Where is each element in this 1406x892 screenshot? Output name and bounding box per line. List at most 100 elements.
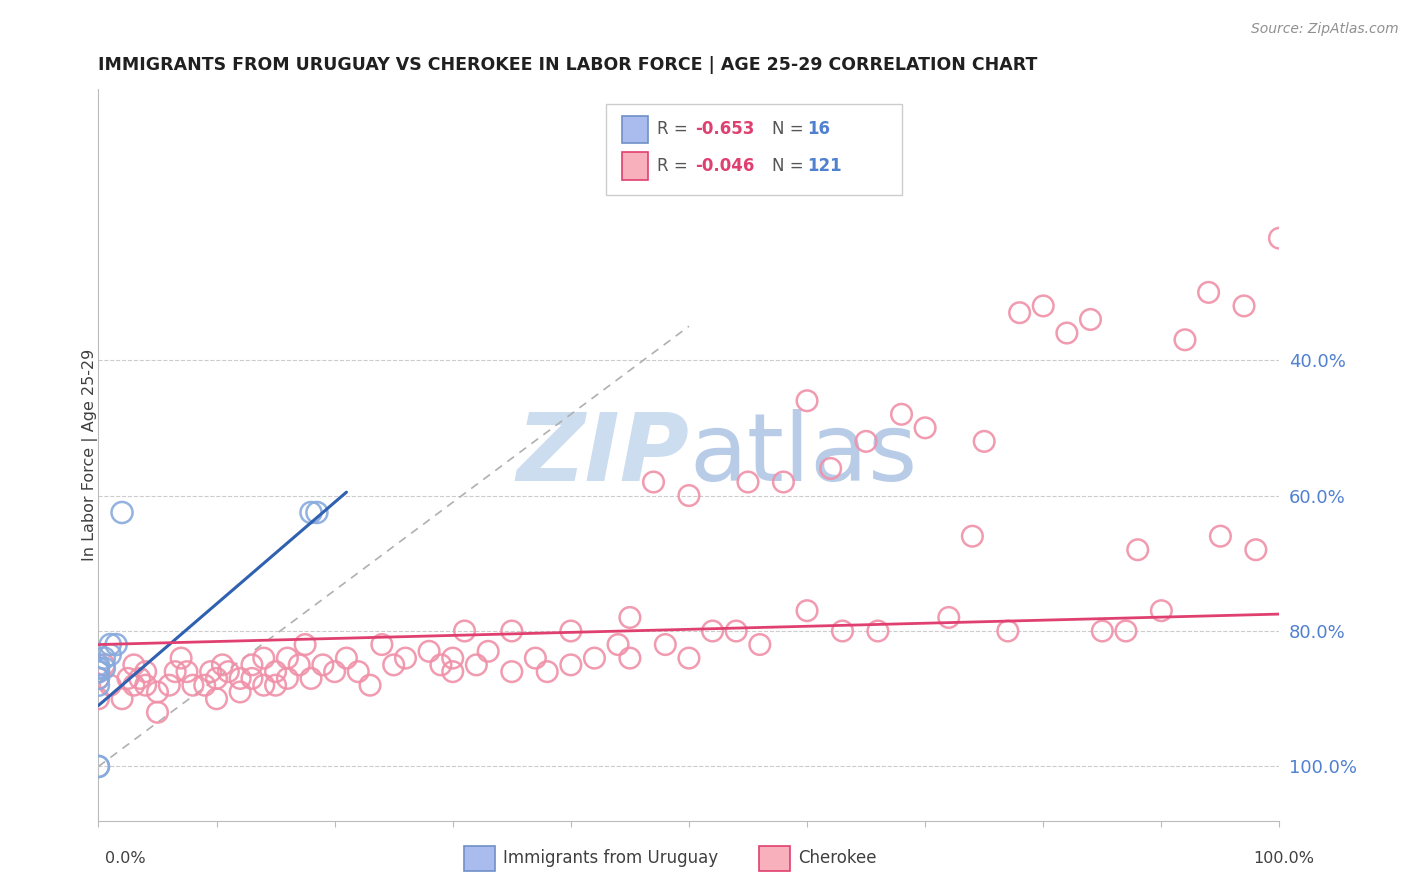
Point xyxy=(418,644,440,658)
Point xyxy=(87,759,110,773)
Point xyxy=(93,657,115,672)
Text: N =: N = xyxy=(772,120,808,138)
Point xyxy=(890,407,912,421)
Point xyxy=(1150,604,1173,618)
Point xyxy=(122,678,145,692)
Point xyxy=(1126,542,1149,557)
Point xyxy=(1209,529,1232,543)
Point xyxy=(536,665,558,679)
Point xyxy=(87,665,110,679)
Point xyxy=(1091,624,1114,638)
Point xyxy=(820,461,842,475)
Text: -0.046: -0.046 xyxy=(695,157,754,175)
Point xyxy=(122,657,145,672)
Point xyxy=(678,651,700,665)
Point xyxy=(205,672,228,686)
Point xyxy=(914,421,936,435)
Point xyxy=(276,672,298,686)
Point xyxy=(205,691,228,706)
Y-axis label: In Labor Force | Age 25-29: In Labor Force | Age 25-29 xyxy=(82,349,98,561)
Point xyxy=(1056,326,1078,340)
Bar xyxy=(621,153,648,180)
Point xyxy=(312,657,335,672)
Point xyxy=(128,672,150,686)
Point xyxy=(240,657,263,672)
Point xyxy=(87,665,110,679)
Point xyxy=(1268,231,1291,245)
Point xyxy=(654,638,676,652)
Point xyxy=(725,624,748,638)
Point xyxy=(87,678,110,692)
Point xyxy=(796,393,818,408)
Point xyxy=(181,678,204,692)
Point xyxy=(1233,299,1256,313)
Text: -0.653: -0.653 xyxy=(695,120,754,138)
Point xyxy=(1244,542,1267,557)
Point xyxy=(93,651,115,665)
Point xyxy=(176,665,198,679)
Point xyxy=(217,665,239,679)
Point xyxy=(299,506,322,520)
Point xyxy=(359,678,381,692)
Point xyxy=(560,657,582,672)
Point xyxy=(200,665,222,679)
Point xyxy=(1032,299,1054,313)
Point xyxy=(211,657,233,672)
Point xyxy=(335,651,357,665)
Text: 0.0%: 0.0% xyxy=(105,851,146,865)
Point xyxy=(87,672,110,686)
Point xyxy=(323,665,346,679)
Point xyxy=(938,610,960,624)
Point xyxy=(382,657,405,672)
Text: atlas: atlas xyxy=(689,409,917,501)
Point xyxy=(831,624,853,638)
Point xyxy=(170,651,193,665)
Point xyxy=(288,657,311,672)
Point xyxy=(157,678,180,692)
Point xyxy=(607,638,630,652)
Point xyxy=(501,665,523,679)
Point xyxy=(98,678,121,692)
Text: ZIP: ZIP xyxy=(516,409,689,501)
Bar xyxy=(621,116,648,144)
Point xyxy=(111,691,134,706)
Point xyxy=(264,665,287,679)
Point xyxy=(165,665,187,679)
Point xyxy=(1080,312,1102,326)
Point xyxy=(146,685,169,699)
Point xyxy=(276,651,298,665)
Point xyxy=(146,706,169,720)
Point xyxy=(501,624,523,638)
Point xyxy=(371,638,394,652)
Point xyxy=(453,624,475,638)
Point xyxy=(87,759,110,773)
Point xyxy=(477,644,499,658)
Point xyxy=(135,665,157,679)
Point xyxy=(87,672,110,686)
Text: R =: R = xyxy=(657,157,693,175)
Text: R =: R = xyxy=(657,120,693,138)
Point xyxy=(253,678,276,692)
Point xyxy=(87,691,110,706)
Point xyxy=(583,651,606,665)
Point xyxy=(619,651,641,665)
Text: Cherokee: Cherokee xyxy=(799,849,877,867)
Point xyxy=(253,651,276,665)
Point xyxy=(524,651,547,665)
Point xyxy=(194,678,217,692)
Point xyxy=(394,651,416,665)
Point xyxy=(229,685,252,699)
Point xyxy=(465,657,488,672)
Point xyxy=(748,638,770,652)
Point xyxy=(855,434,877,449)
Point xyxy=(105,638,128,652)
Point xyxy=(737,475,759,489)
Point xyxy=(560,624,582,638)
Point xyxy=(619,610,641,624)
Point xyxy=(347,665,370,679)
Point xyxy=(87,661,110,675)
Text: IMMIGRANTS FROM URUGUAY VS CHEROKEE IN LABOR FORCE | AGE 25-29 CORRELATION CHART: IMMIGRANTS FROM URUGUAY VS CHEROKEE IN L… xyxy=(98,56,1038,74)
Point xyxy=(973,434,995,449)
FancyBboxPatch shape xyxy=(606,103,901,195)
Point xyxy=(1198,285,1220,300)
